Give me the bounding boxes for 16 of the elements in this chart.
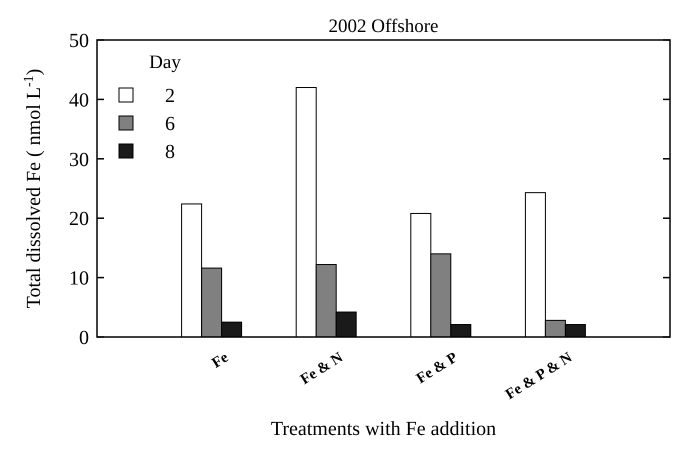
legend-label: 8 xyxy=(165,141,175,163)
y-tick-label: 10 xyxy=(69,268,89,290)
chart-title: 2002 Offshore xyxy=(328,16,438,37)
y-tick-label: 50 xyxy=(69,30,89,52)
x-axis-title: Treatments with Fe addition xyxy=(270,418,496,440)
x-tick-label: Fe & P & N xyxy=(503,350,576,404)
y-tick-label: 40 xyxy=(69,89,89,112)
x-tick-label: Fe & P xyxy=(414,350,460,388)
legend-title: Day xyxy=(149,52,182,73)
y-tick-label: 0 xyxy=(79,327,89,349)
legend-label: 2 xyxy=(165,85,175,107)
y-tick-label: 30 xyxy=(69,148,89,171)
x-tick-label: Fe xyxy=(209,350,232,372)
y-tick-label: 20 xyxy=(69,208,89,230)
legend-label: 6 xyxy=(165,113,175,135)
x-tick-label: Fe & N xyxy=(298,350,346,388)
